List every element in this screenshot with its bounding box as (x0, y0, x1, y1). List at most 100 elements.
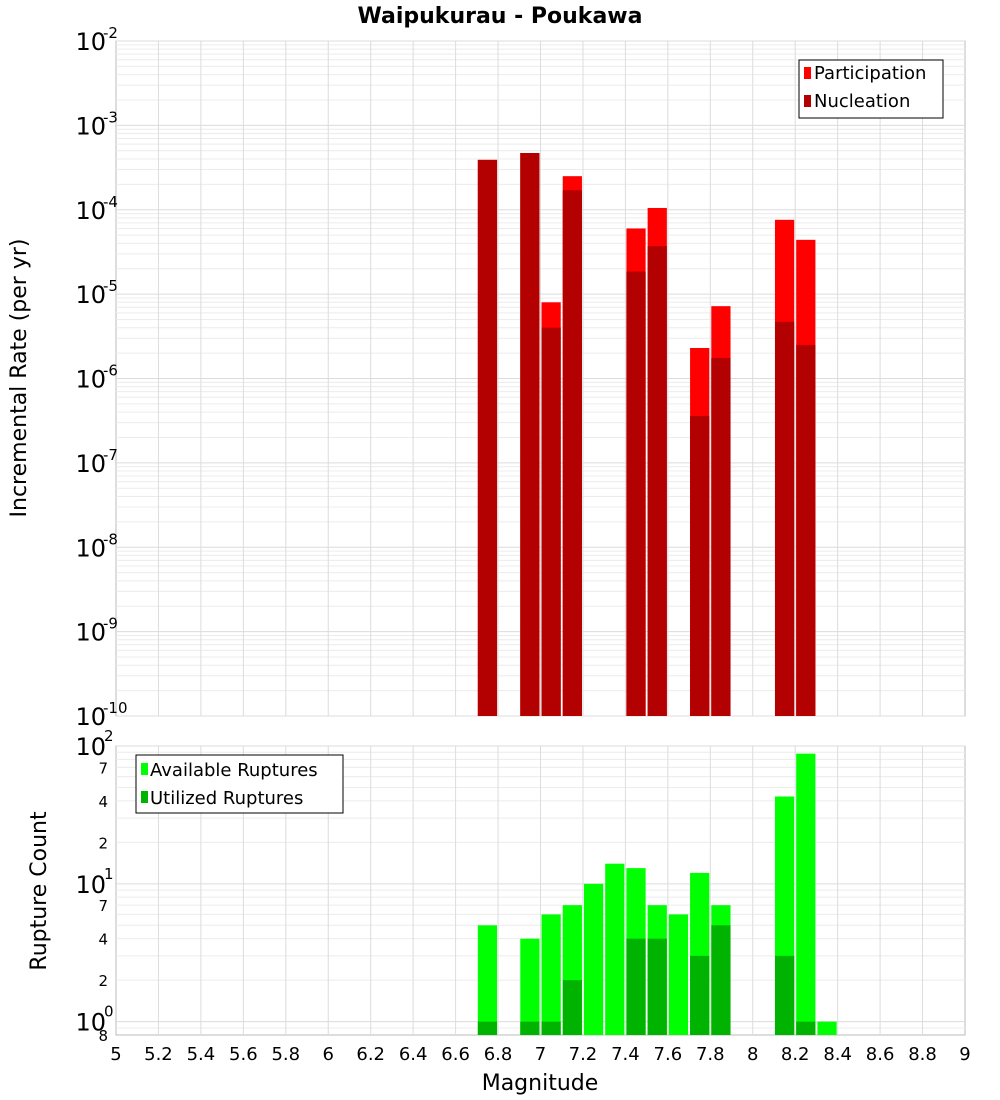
rate-y-tick-base: 10 (75, 450, 106, 478)
count-y-minor-tick: 4 (98, 793, 108, 811)
x-tick-label: 7.4 (611, 1044, 640, 1065)
rate-y-tick-exponent: -5 (103, 277, 118, 295)
x-tick-label: 8 (747, 1044, 758, 1065)
rate-grid (116, 40, 965, 717)
x-tick-label: 5.4 (187, 1044, 216, 1065)
bar-nucleation (562, 190, 582, 716)
bar-nucleation (774, 321, 795, 716)
rate-y-tick-exponent: -2 (103, 24, 118, 42)
count-y-tick-exponent: 1 (104, 865, 114, 883)
rate-bars (477, 153, 816, 717)
bar-nucleation (477, 159, 498, 717)
count-y-tick-base: 10 (75, 1009, 106, 1037)
bar-available-ruptures (796, 753, 816, 1035)
count-y-minor-tick: 7 (98, 759, 108, 777)
count-bars (477, 753, 837, 1035)
rate-y-tick-base: 10 (75, 281, 106, 309)
chart-title: Waipukurau - Poukawa (358, 4, 643, 29)
rate-y-tick-base: 10 (75, 28, 106, 56)
bar-nucleation (541, 327, 561, 716)
x-tick-label: 8.2 (781, 1044, 810, 1065)
bar-nucleation (520, 153, 540, 716)
rate-legend-box (798, 59, 944, 119)
count-y-axis-title: Rupture Count (27, 811, 52, 971)
rate-y-tick-base: 10 (75, 703, 106, 731)
x-tick-label: 7.8 (696, 1044, 725, 1065)
bar-nucleation (647, 246, 667, 716)
x-tick-label: 6.2 (356, 1044, 385, 1065)
legend-swatch-available (141, 763, 148, 775)
bar-utilized-ruptures (647, 938, 667, 1035)
count-legend-box (135, 754, 344, 814)
x-tick-label: 7 (535, 1044, 546, 1065)
bar-utilized-ruptures (711, 925, 731, 1035)
legend-label-nucleation: Nucleation (814, 91, 910, 112)
count-y-tick-base: 10 (75, 871, 106, 899)
bar-available-ruptures (520, 938, 540, 1035)
x-tick-label: 5 (110, 1044, 121, 1065)
count-y-minor-tick: 2 (98, 972, 108, 990)
rate-y-tick-exponent: -3 (103, 108, 118, 126)
x-tick-label: 7.6 (654, 1044, 683, 1065)
bar-utilized-ruptures (562, 980, 582, 1035)
x-tick-label: 6.8 (484, 1044, 513, 1065)
count-y-minor-tick: 8 (98, 1027, 108, 1045)
rate-y-tick-exponent: -8 (103, 530, 118, 548)
rate-y-tick-exponent: -10 (103, 699, 128, 717)
x-tick-label: 5.8 (271, 1044, 300, 1065)
legend-swatch-utilized (141, 791, 148, 803)
bar-utilized-ruptures (626, 938, 646, 1035)
bar-available-ruptures (477, 925, 498, 1035)
rate-y-tick-base: 10 (75, 197, 106, 225)
count-y-minor-tick: 7 (98, 897, 108, 915)
rate-y-axis-title: Incremental Rate (per yr) (7, 239, 32, 518)
x-tick-label: 6.4 (399, 1044, 428, 1065)
count-y-minor-tick: 2 (98, 834, 108, 852)
count-y-minor-tick: 4 (98, 931, 108, 949)
bar-nucleation (690, 415, 710, 716)
rate-y-tick-exponent: -9 (103, 615, 118, 633)
x-tick-label: 9 (959, 1044, 970, 1065)
x-axis-title: Magnitude (482, 1071, 599, 1096)
rate-y-tick-exponent: -6 (103, 362, 118, 380)
x-tick-label: 8.8 (908, 1044, 937, 1065)
bar-available-ruptures (605, 863, 625, 1035)
x-tick-label: 7.2 (569, 1044, 598, 1065)
bar-nucleation (796, 344, 816, 716)
rate-y-tick-base: 10 (75, 534, 106, 562)
bar-nucleation (626, 271, 646, 716)
bar-utilized-ruptures (520, 1021, 540, 1035)
count-y-tick-base: 10 (75, 733, 106, 761)
count-x-ticks: 5 5.2 5.4 5.6 5.8 6 6.2 6.4 6.6 6.8 7 7.2 7.4 7.6 7.8 8… (110, 1044, 970, 1065)
bar-available-ruptures (541, 914, 561, 1035)
bar-utilized-ruptures (690, 955, 710, 1035)
bar-utilized-ruptures (796, 1021, 816, 1035)
x-tick-label: 8.4 (823, 1044, 852, 1065)
rate-y-tick-exponent: -7 (103, 446, 118, 464)
x-tick-label: 5.2 (144, 1044, 173, 1065)
bar-available-ruptures (583, 883, 604, 1035)
x-tick-label: 6 (323, 1044, 334, 1065)
bar-available-ruptures (817, 1021, 837, 1035)
rate-y-tick-base: 10 (75, 366, 106, 394)
legend-label-participation: Participation (814, 63, 926, 84)
x-tick-label: 8.6 (866, 1044, 895, 1065)
count-y-tick-exponent: 0 (104, 1003, 114, 1021)
legend-swatch-participation (804, 67, 811, 79)
rate-legend: Participation Nucleation (798, 59, 944, 119)
x-tick-label: 5.6 (229, 1044, 258, 1065)
bar-utilized-ruptures (774, 955, 795, 1035)
rate-y-tick-base: 10 (75, 619, 106, 647)
bar-utilized-ruptures (541, 1021, 561, 1035)
count-grid (116, 745, 965, 1035)
rate-y-tick-exponent: -4 (103, 193, 118, 211)
legend-label-available: Available Ruptures (150, 760, 318, 781)
bar-utilized-ruptures (477, 1021, 498, 1035)
count-legend: Available Ruptures Utilized Ruptures (135, 754, 344, 814)
legend-label-utilized: Utilized Ruptures (150, 788, 303, 809)
